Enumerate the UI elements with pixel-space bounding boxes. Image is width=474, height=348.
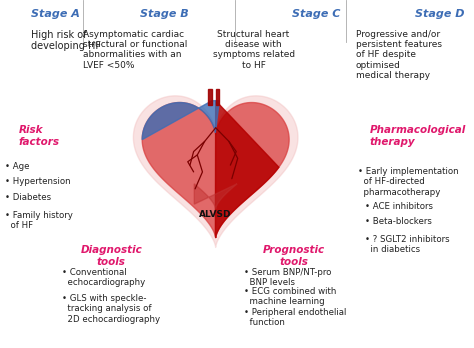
Polygon shape	[194, 184, 237, 209]
Text: • Peripheral endothelial
  function: • Peripheral endothelial function	[244, 308, 346, 327]
Text: • Family history
  of HF: • Family history of HF	[5, 211, 73, 230]
Text: • GLS with speckle-
  tracking analysis of
  2D echocardiography: • GLS with speckle- tracking analysis of…	[62, 294, 160, 324]
Text: • Age: • Age	[5, 162, 29, 171]
Text: Stage B: Stage B	[140, 9, 189, 19]
Text: • Beta-blockers: • Beta-blockers	[365, 218, 432, 227]
Text: Risk
factors: Risk factors	[19, 125, 60, 147]
Polygon shape	[215, 101, 279, 238]
Polygon shape	[208, 89, 212, 105]
Text: Stage A: Stage A	[31, 9, 80, 19]
Polygon shape	[216, 89, 219, 105]
Text: Structural heart
disease with
symptoms related
to HF: Structural heart disease with symptoms r…	[212, 30, 295, 70]
Text: Progressive and/or
persistent features
of HF despite
optimised
medical therapy: Progressive and/or persistent features o…	[356, 30, 441, 80]
Text: Stage D: Stage D	[415, 9, 464, 19]
Text: High risk of
developing HF: High risk of developing HF	[31, 30, 101, 51]
Text: Prognostic
tools: Prognostic tools	[263, 245, 325, 267]
Text: • ACE inhibitors: • ACE inhibitors	[365, 202, 433, 211]
Polygon shape	[142, 103, 289, 238]
Text: • Hypertension: • Hypertension	[5, 177, 70, 187]
Text: • Serum BNP/NT-pro
  BNP levels: • Serum BNP/NT-pro BNP levels	[244, 268, 331, 287]
Text: ALVSD: ALVSD	[200, 209, 232, 219]
Text: Pharmacological
therapy: Pharmacological therapy	[370, 125, 466, 147]
Text: • Early implementation
  of HF-directed
  pharmacotherapy: • Early implementation of HF-directed ph…	[358, 167, 458, 197]
Text: Stage C: Stage C	[292, 9, 340, 19]
Text: • ECG combined with
  machine learning: • ECG combined with machine learning	[244, 287, 337, 307]
Text: Asymptomatic cardiac
structural or functional
abnormalities with an
LVEF <50%: Asymptomatic cardiac structural or funct…	[83, 30, 187, 70]
Text: • Conventional
  echocardiography: • Conventional echocardiography	[62, 268, 145, 287]
Polygon shape	[142, 101, 219, 140]
Text: • ? SGLT2 inhibitors
  in diabetics: • ? SGLT2 inhibitors in diabetics	[365, 235, 450, 254]
Text: Diagnostic
tools: Diagnostic tools	[81, 245, 142, 267]
Polygon shape	[133, 96, 298, 247]
Text: • Diabetes: • Diabetes	[5, 193, 51, 202]
